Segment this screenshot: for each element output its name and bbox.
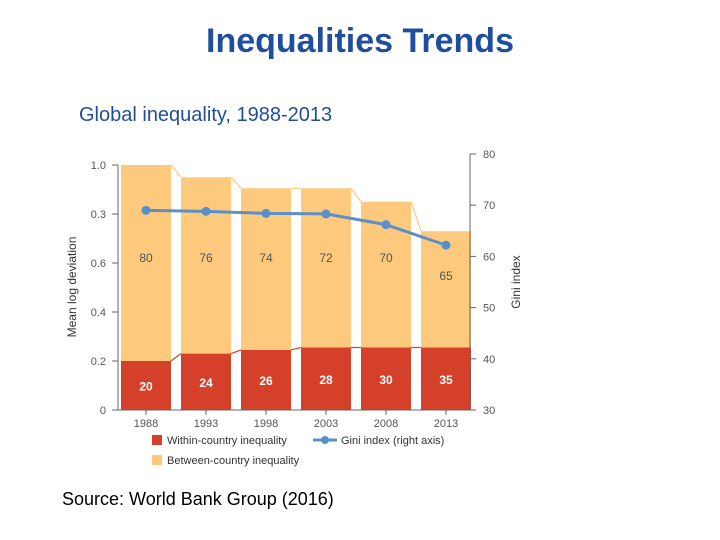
left-tick-label-3: 0.6 xyxy=(91,258,106,270)
between-label-2013: 65 xyxy=(439,269,453,283)
x-tick-label-2013: 2013 xyxy=(434,418,458,430)
x-tick-label-1998: 1998 xyxy=(254,418,278,430)
gini-point-2013 xyxy=(441,240,451,250)
between-label-2003: 72 xyxy=(319,251,333,265)
within-bar-1988 xyxy=(121,361,171,410)
legend-gini-label: Gini index (right axis) xyxy=(341,435,444,447)
within-connector-0 xyxy=(170,353,182,362)
gini-point-2003 xyxy=(321,209,331,219)
within-bar-2013 xyxy=(421,347,471,410)
left-tick-label-2: 0.4 xyxy=(91,307,106,319)
right-axis-label: Gini index xyxy=(509,255,523,308)
x-tick-label-2008: 2008 xyxy=(374,418,398,430)
within-label-2003: 28 xyxy=(319,373,333,387)
gini-point-1998 xyxy=(261,208,271,218)
between-connector-0 xyxy=(170,164,182,178)
right-tick-label-0: 30 xyxy=(483,405,495,417)
between-bar-2013 xyxy=(421,231,471,348)
gini-point-1988 xyxy=(141,205,151,215)
x-tick-label-1988: 1988 xyxy=(134,418,158,430)
right-tick-label-1: 40 xyxy=(483,354,495,366)
x-tick-label-2003: 2003 xyxy=(314,418,338,430)
within-bar-1993 xyxy=(181,353,231,410)
left-axis-label: Mean log deviation xyxy=(65,237,79,338)
within-bar-1998 xyxy=(241,349,291,410)
legend-within-label: Within-country inequality xyxy=(167,435,287,447)
between-label-2008: 70 xyxy=(379,251,393,265)
within-bar-2003 xyxy=(301,347,351,410)
within-connector-1 xyxy=(230,349,242,355)
left-tick-label-1: 0.2 xyxy=(91,356,106,368)
within-label-1998: 26 xyxy=(259,374,273,388)
legend-between-swatch xyxy=(152,455,162,465)
within-label-2008: 30 xyxy=(379,373,393,387)
within-bar-2008 xyxy=(361,347,411,410)
gini-point-2008 xyxy=(381,220,391,230)
legend-between-label: Between-country inequality xyxy=(167,455,300,467)
between-label-1993: 76 xyxy=(199,251,213,265)
between-label-1998: 74 xyxy=(259,251,273,265)
left-tick-label-0: 0 xyxy=(100,405,106,417)
right-tick-label-3: 60 xyxy=(483,251,495,263)
between-connector-1 xyxy=(230,176,242,189)
between-bar-1993 xyxy=(181,177,231,354)
gini-line xyxy=(145,208,447,247)
between-label-1988: 80 xyxy=(139,251,153,265)
source-note: Source: World Bank Group (2016) xyxy=(62,489,334,509)
left-tick-label-4: 0.3 xyxy=(91,209,106,221)
left-tick-label-5: 1.0 xyxy=(91,160,106,172)
within-connector-2 xyxy=(290,346,302,351)
gini-point-1993 xyxy=(201,206,211,216)
between-connector-4 xyxy=(410,201,422,232)
chart-subtitle: Global inequality, 1988-2013 xyxy=(79,104,333,126)
between-bar-1988 xyxy=(121,165,171,361)
legend-within-swatch xyxy=(152,435,162,445)
x-tick-label-1993: 1993 xyxy=(194,418,218,430)
right-tick-label-4: 70 xyxy=(483,200,495,212)
within-label-2013: 35 xyxy=(439,373,453,387)
within-label-1993: 24 xyxy=(199,376,213,390)
right-tick-label-5: 80 xyxy=(483,149,495,161)
right-tick-label-2: 50 xyxy=(483,303,495,315)
within-label-1988: 20 xyxy=(139,380,153,394)
slide-title: Inequalities Trends xyxy=(206,22,514,60)
between-connector-3 xyxy=(350,187,362,203)
legend-gini-marker xyxy=(321,436,329,444)
